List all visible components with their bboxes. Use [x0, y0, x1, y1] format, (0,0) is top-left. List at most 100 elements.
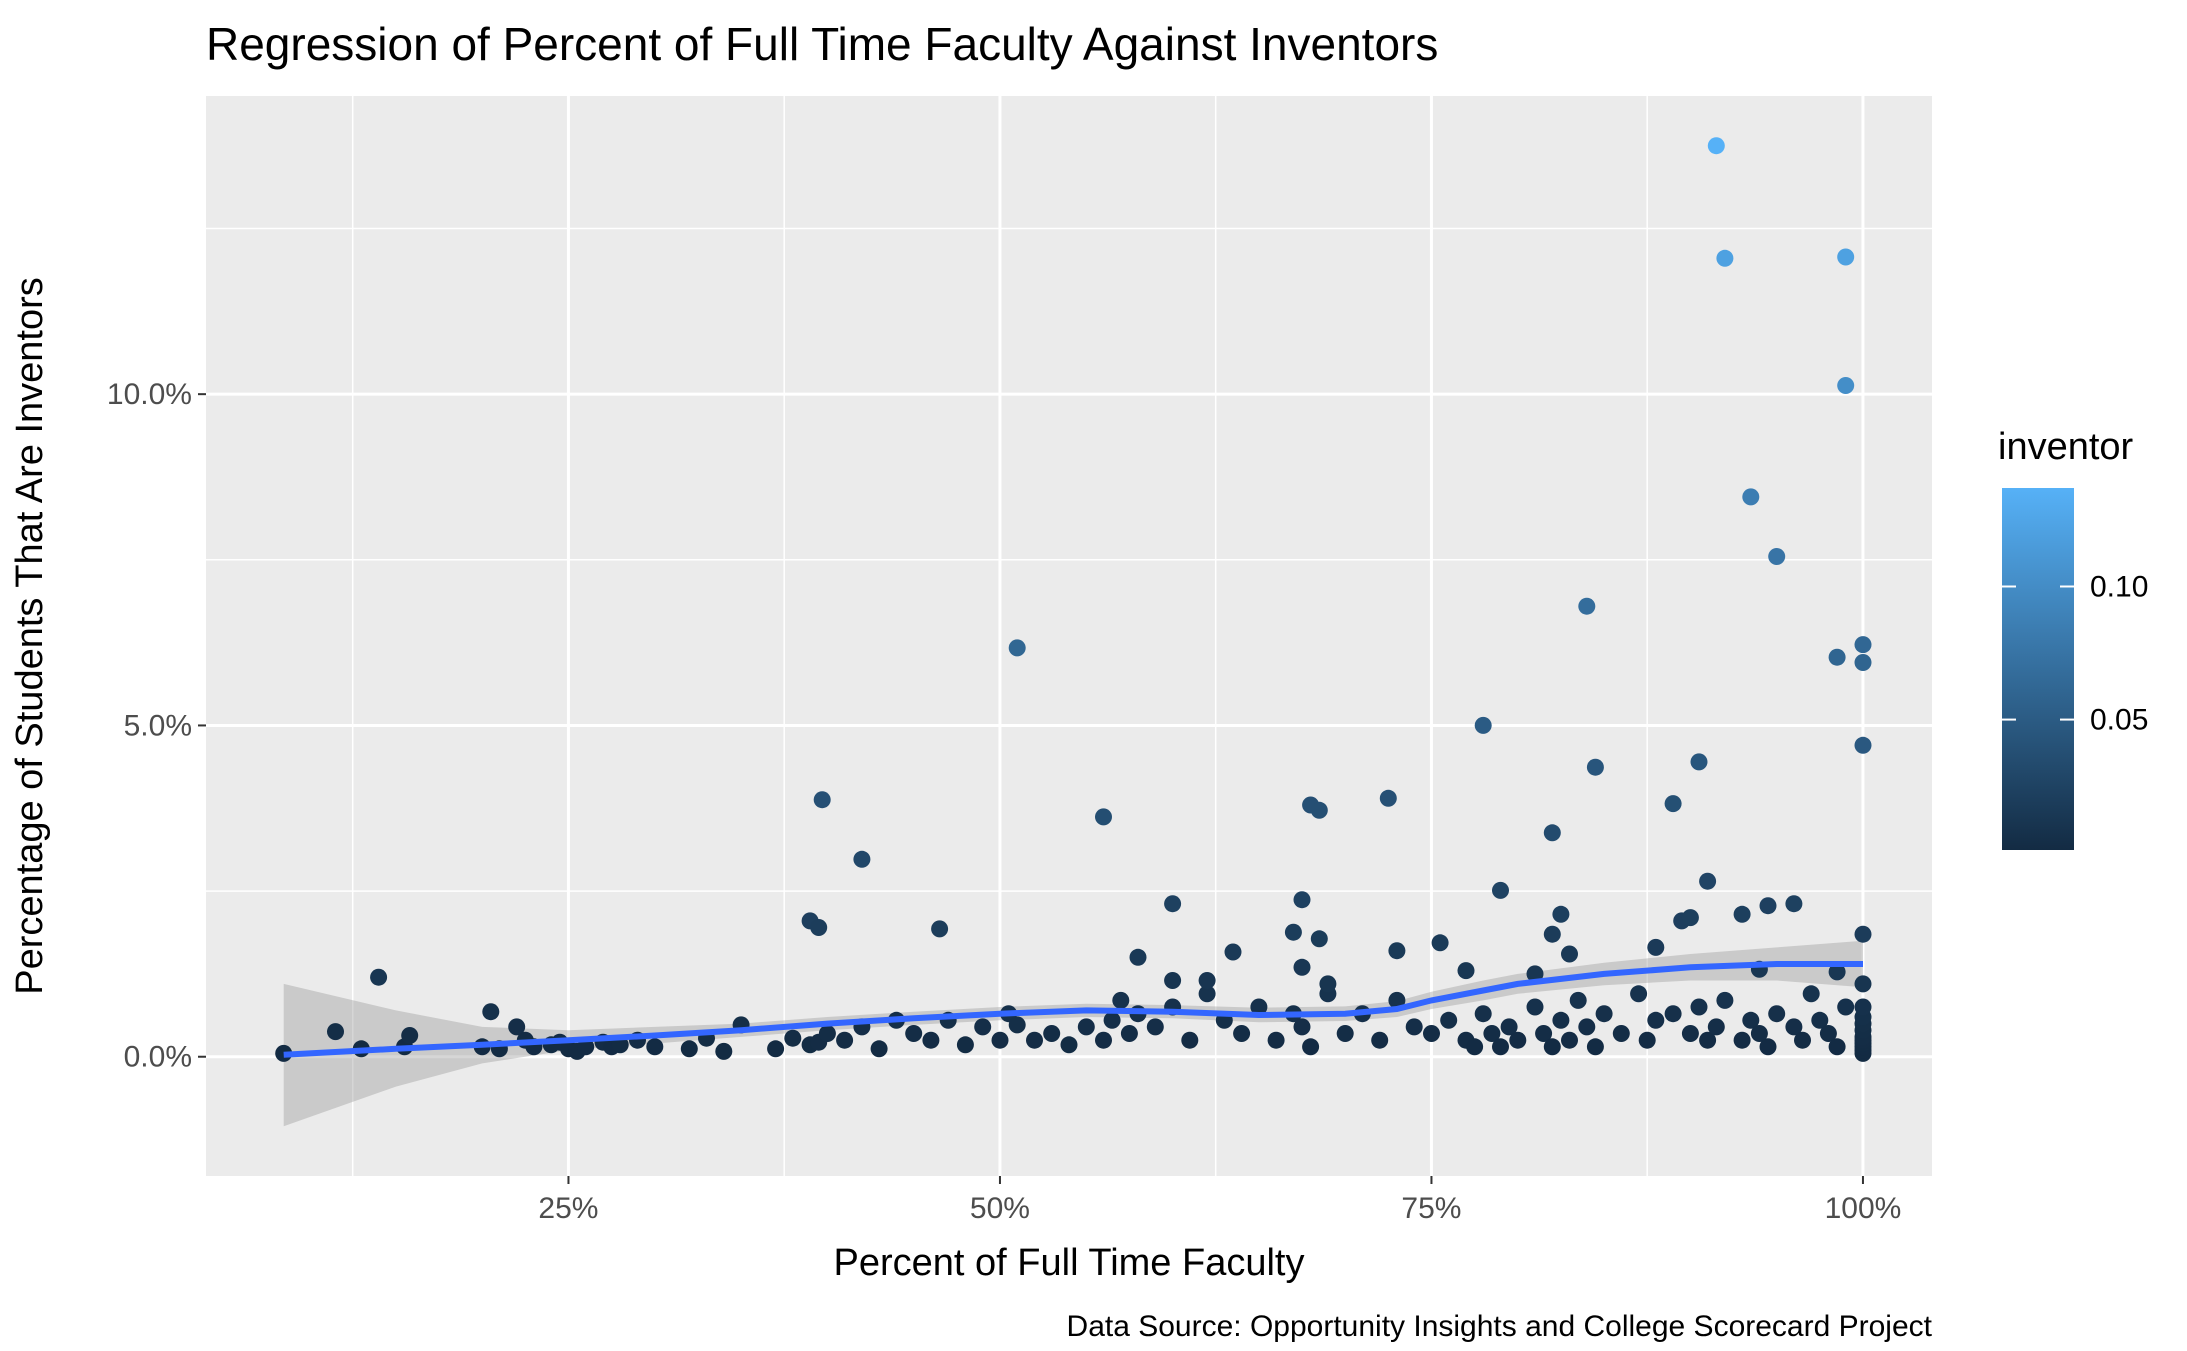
x-tick-label: 25% [538, 1192, 598, 1225]
data-point [1198, 972, 1216, 989]
data-point [1310, 930, 1328, 948]
y-tick-label: 10.0% [107, 378, 192, 411]
chart-title: Regression of Percent of Full Time Facul… [206, 18, 1438, 70]
data-point [1543, 824, 1561, 842]
data-point [810, 919, 828, 936]
data-point [680, 1040, 698, 1058]
data-point [1535, 1025, 1553, 1042]
data-point [853, 850, 871, 868]
data-point [1854, 654, 1872, 671]
data-point [1120, 1025, 1138, 1042]
data-point [1552, 905, 1570, 923]
data-point [1768, 548, 1786, 565]
minor-gridlines [206, 96, 1932, 1176]
data-point [1647, 1011, 1665, 1029]
data-point [1802, 985, 1820, 1003]
data-point [1492, 1038, 1509, 1056]
x-axis-ticks: 25% 50% 75% 100% [538, 1176, 1901, 1225]
data-point [1837, 377, 1855, 394]
data-point [1095, 1031, 1112, 1049]
data-point [1423, 1025, 1440, 1042]
data-point [1716, 249, 1734, 267]
data-point [1819, 1025, 1837, 1042]
data-point [1164, 895, 1182, 913]
data-point [1008, 639, 1026, 657]
data-point [1543, 1038, 1561, 1056]
smooth-confidence-band [283, 940, 1864, 1127]
data-point [1828, 963, 1846, 981]
x-tick-label: 50% [970, 1192, 1030, 1225]
data-point [1474, 716, 1492, 734]
data-point [1224, 943, 1242, 961]
data-point [1336, 1025, 1354, 1042]
data-point [1681, 1025, 1699, 1042]
data-point [922, 1031, 940, 1049]
data-point [818, 1025, 836, 1042]
data-point [1733, 1031, 1751, 1049]
chart-caption: Data Source: Opportunity Insights and Co… [1067, 1310, 1933, 1343]
scatter-points [275, 137, 1872, 1062]
data-point [1474, 1005, 1492, 1023]
data-point [1543, 925, 1561, 943]
data-point [1526, 998, 1544, 1016]
x-axis-title: Percent of Full Time Faculty [834, 1242, 1305, 1284]
data-point [1664, 795, 1682, 813]
data-point [1681, 909, 1699, 927]
data-point [370, 968, 388, 986]
data-point [1854, 925, 1872, 943]
data-point [1595, 1005, 1613, 1023]
data-point [1854, 636, 1872, 654]
y-tick-label: 5.0% [124, 709, 192, 742]
data-point [931, 920, 949, 938]
data-point [1008, 1016, 1026, 1034]
data-point [1699, 872, 1717, 890]
data-point [508, 1018, 526, 1036]
legend-title: inventor [1998, 426, 2134, 468]
data-point [1043, 1025, 1061, 1042]
data-point [577, 1038, 595, 1056]
data-point [1638, 1031, 1656, 1049]
data-point [1293, 958, 1311, 976]
data-point [1388, 942, 1406, 960]
data-point [813, 791, 831, 809]
data-point [1707, 1018, 1725, 1036]
data-point [1750, 1025, 1768, 1042]
data-point [646, 1038, 664, 1056]
y-axis-ticks: 0.0% 5.0% 10.0% [107, 378, 206, 1074]
x-tick-label: 100% [1825, 1192, 1902, 1225]
data-point [1060, 1036, 1078, 1054]
data-point [1077, 1018, 1095, 1036]
data-point [1690, 998, 1708, 1016]
data-point [1466, 1038, 1484, 1056]
y-tick-label: 0.0% [124, 1041, 192, 1074]
data-point [991, 1031, 1009, 1049]
data-point [1586, 1038, 1604, 1056]
data-point [1664, 1005, 1682, 1023]
data-point [1164, 972, 1182, 989]
data-point [1742, 488, 1760, 506]
data-point [1509, 1031, 1527, 1049]
data-point [1561, 945, 1578, 963]
legend-colorbar [2002, 488, 2074, 850]
data-point [1785, 1018, 1803, 1036]
legend: inventor 0.05 0.10 [1998, 426, 2148, 850]
data-point [870, 1040, 888, 1058]
data-point [767, 1040, 785, 1058]
data-point [1526, 965, 1544, 983]
data-point [715, 1042, 733, 1060]
major-gridlines [206, 96, 1932, 1176]
data-point [482, 1003, 500, 1021]
data-point [1310, 801, 1328, 819]
data-point [1811, 1011, 1829, 1029]
data-point [1026, 1031, 1043, 1049]
data-point [1837, 998, 1855, 1016]
data-point [1293, 1018, 1311, 1036]
data-point [1293, 891, 1311, 909]
data-point [1733, 905, 1751, 923]
data-point [1181, 1031, 1199, 1049]
data-point [1768, 1005, 1786, 1023]
data-point [1267, 1031, 1285, 1049]
data-point [1500, 1018, 1518, 1036]
data-point [1707, 137, 1725, 155]
data-point [1612, 1025, 1630, 1042]
